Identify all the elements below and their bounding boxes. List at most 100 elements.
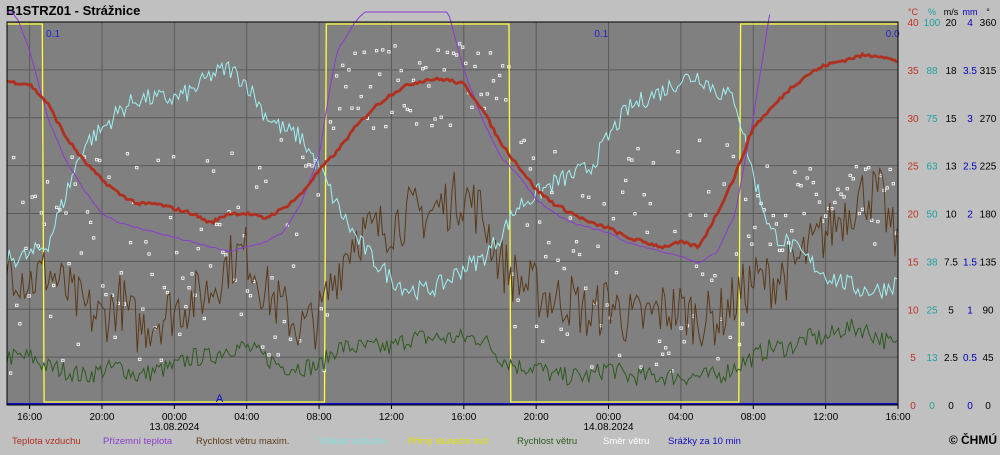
wind-direction-point [458,42,462,46]
wind-direction-point [181,276,185,280]
wind-direction-point [799,184,803,188]
x-axis-tick-label: 08:00 [307,412,332,423]
wind-direction-point [784,213,788,218]
wind-direction-point [119,271,123,275]
wind-direction-point [85,210,90,214]
wind-direction-point [178,332,182,336]
precip-label: 0.1 [46,29,60,40]
right-axis-tick-label: 2 [967,210,973,221]
wind-direction-point [61,358,65,363]
wind-direction-point [808,167,812,171]
wind-direction-point [335,74,339,78]
wind-direction-point [67,261,71,266]
wind-direction-point [138,357,142,361]
right-axis-tick-label: 13 [926,353,938,364]
wind-direction-point [92,236,96,240]
wind-direction-point [676,150,680,154]
wind-direction-point [113,335,117,339]
wind-direction-point [753,225,757,230]
right-axis-tick-label: 45 [982,353,994,364]
wind-direction-point [744,197,748,202]
wind-direction-point [642,193,646,197]
wind-direction-point [522,138,526,142]
wind-direction-point [851,177,855,181]
wind-direction-point [430,124,434,128]
wind-direction-point [221,250,225,254]
humidity-series-line [6,60,898,302]
right-axis-tick-label: 2.5 [963,162,977,173]
right-axis-tick-label: 4 [967,18,973,29]
right-axis-tick-label: 270 [980,114,997,125]
wind-direction-point [436,48,440,52]
right-axis-tick-label: 38 [926,257,938,268]
right-axis-tick-label: 0 [910,401,916,412]
wind-direction-point [196,247,200,251]
wind-direction-point [156,158,160,162]
wind-direction-point [780,248,785,252]
wind-direction-point [248,294,253,298]
right-axis-unit-header: °C [908,7,919,17]
wind-direction-point [731,154,735,159]
right-axis-tick-label: 25 [907,162,919,173]
wind-direction-point [817,200,822,204]
wind-direction-point [9,371,13,375]
wind-direction-point [814,192,819,197]
copyright-label: © ČHMÚ [949,432,997,447]
wind-direction-point [790,229,794,233]
wind-direction-point [716,357,720,361]
wind-direction-point [184,305,188,309]
wind-direction-point [341,63,345,67]
wind-direction-point [368,85,373,89]
wind-direction-point [556,258,560,262]
wind-direction-point [424,66,428,70]
right-axis-tick-label: 63 [926,162,938,173]
right-axis-unit-header: m/s [944,7,959,17]
wind-direction-point [30,195,34,199]
wind-direction-point [525,223,529,227]
right-axis-tick-label: 15 [907,257,919,268]
wind-direction-point [408,109,413,113]
right-axis-tick-label: 0 [967,401,973,412]
wind-direction-point [304,164,308,168]
wind-direction-point [159,358,163,362]
wind-direction-point [777,248,782,252]
plot-area: A 0.1 0.1 0.0 [6,11,900,406]
wind-direction-point [544,255,548,259]
x-axis-tick-label: 04:00 [234,412,259,423]
wind-direction-point [876,219,880,224]
wind-direction-point [255,185,259,189]
wind-direction-point [516,298,520,302]
wind-direction-point [212,169,216,173]
right-axis-tick-label: 1.5 [963,257,977,268]
wind-direction-point [454,53,459,57]
wind-direction-point [190,272,194,276]
wind-direction-point [704,213,708,217]
wind-direction-point [88,220,93,225]
right-axis-tick-label: 7.5 [944,257,958,268]
wind-direction-point [18,322,22,326]
legend-item: Srážky za 10 min [668,436,741,447]
wind-direction-point [596,244,600,248]
wind-direction-point [553,150,557,154]
wind-direction-point [740,322,745,326]
wind-direction-point [873,242,877,246]
wind-direction-point [639,365,643,369]
wind-direction-point [661,352,665,356]
right-axis-tick-label: 15 [945,114,957,125]
right-axis-tick-label: 88 [926,66,938,77]
x-axis-tick-label: 04:00 [668,412,693,423]
legend-item: Přízemní teplota [103,436,173,447]
wind-direction-point [98,158,102,163]
wind-direction-point [414,122,419,126]
wind-direction-point [236,205,240,209]
wind-direction-point [491,79,496,83]
wind-direction-point [399,68,403,73]
wind-direction-point [427,84,431,88]
precip-label: 0.0 [886,29,900,40]
x-axis-date-label: 13.08.2024 [149,422,199,433]
wind-direction-point [722,182,726,186]
wind-direction-point [448,123,453,127]
wind-direction-point [12,155,16,160]
wind-direction-point [747,234,751,238]
